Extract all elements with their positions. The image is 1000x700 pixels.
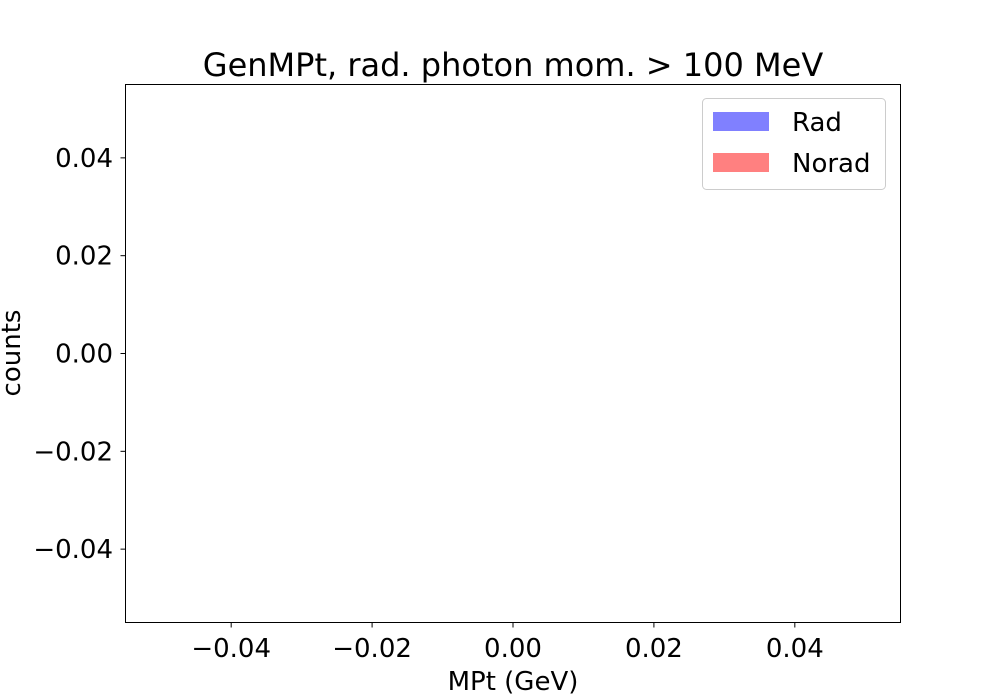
chart-title: GenMPt, rad. photon mom. > 100 MeV [203, 46, 824, 84]
y-tick-label: 0.02 [55, 242, 113, 272]
y-axis-label: counts [0, 310, 27, 397]
x-tick-label: 0.02 [625, 634, 683, 664]
legend-label-rad: Rad [792, 108, 842, 138]
x-tick-label: −0.02 [332, 634, 412, 664]
legend-swatch-rad [713, 112, 769, 131]
x-tick-label: 0.00 [484, 634, 542, 664]
legend: Rad Norad [702, 98, 886, 190]
y-tick-label: −0.04 [33, 535, 113, 565]
y-axis-ticks: −0.04 −0.02 0.00 0.02 0.04 [33, 144, 126, 565]
x-axis-ticks: −0.04 −0.02 0.00 0.02 0.04 [191, 622, 824, 664]
y-tick-label: 0.04 [55, 144, 113, 174]
x-axis-label: MPt (GeV) [448, 667, 579, 697]
y-tick-label: −0.02 [33, 437, 113, 467]
x-tick-label: 0.04 [766, 634, 824, 664]
x-tick-label: −0.04 [191, 634, 271, 664]
y-tick-label: 0.00 [55, 340, 113, 370]
legend-label-norad: Norad [792, 149, 870, 179]
legend-swatch-norad [713, 153, 769, 172]
